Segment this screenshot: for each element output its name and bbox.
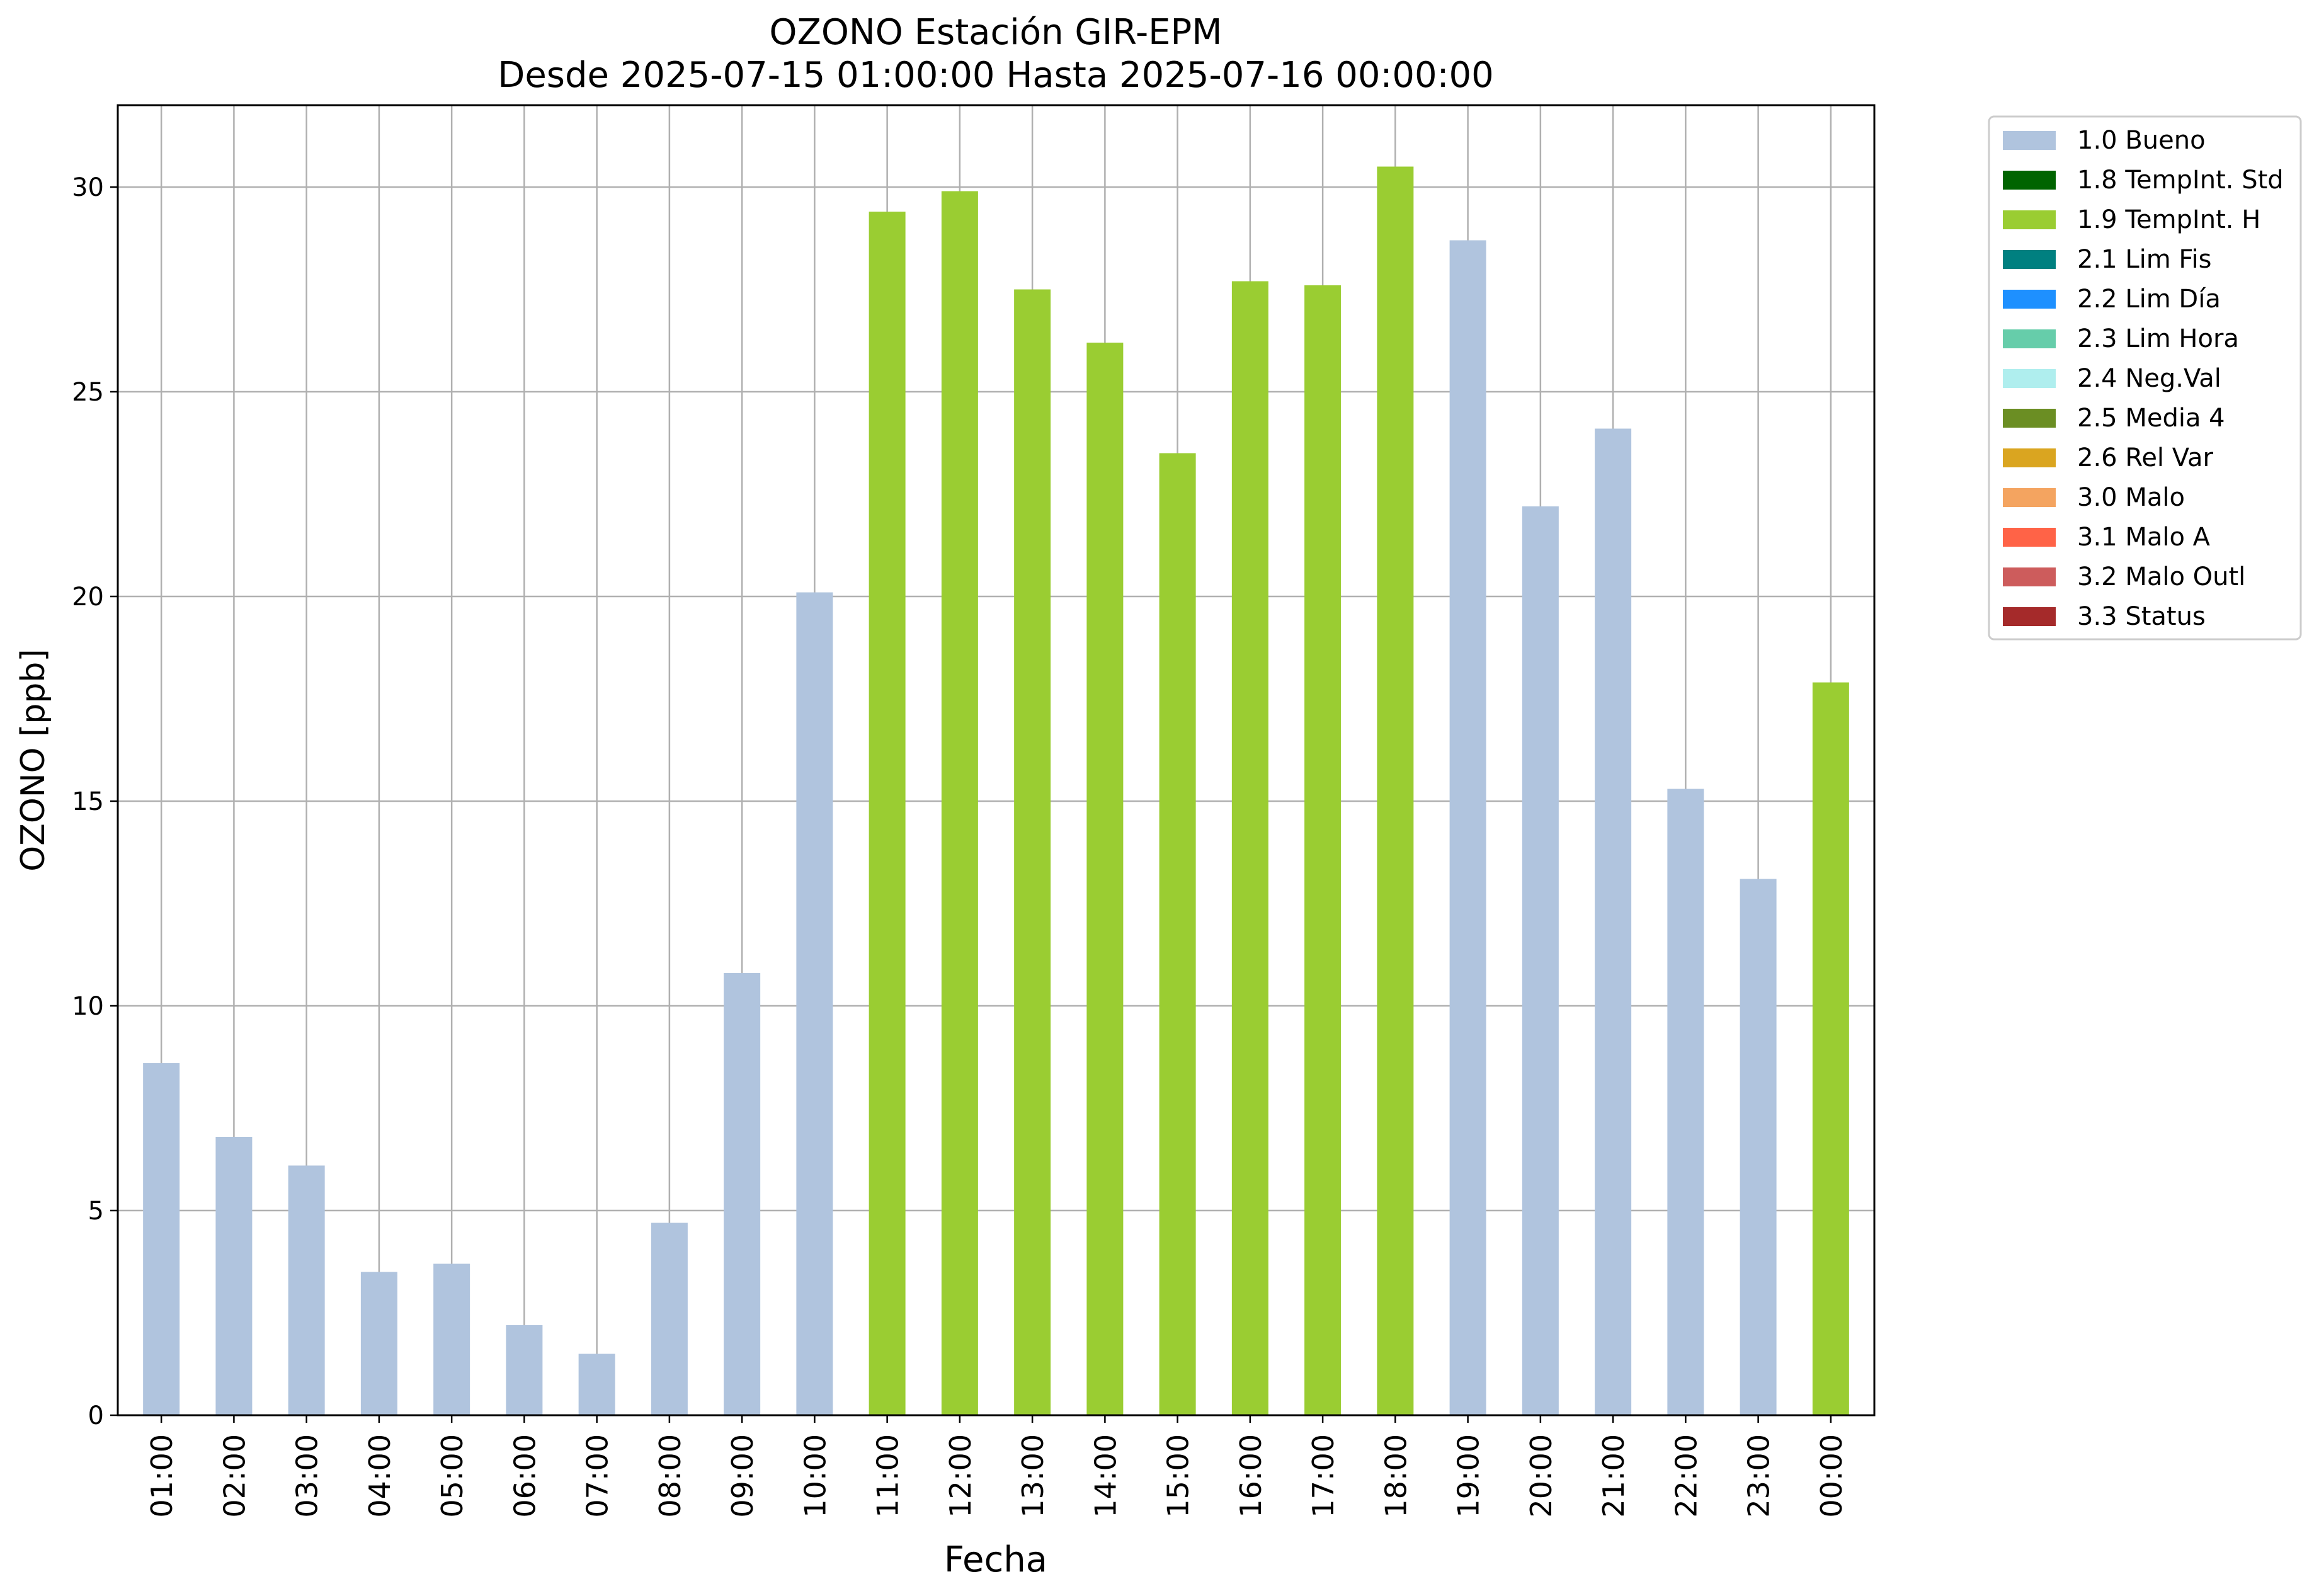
legend-swatch: [2003, 131, 2056, 150]
legend-swatch: [2003, 567, 2056, 586]
legend-swatch: [2003, 171, 2056, 190]
x-tick-label: 08:00: [653, 1434, 687, 1518]
x-tick-label: 14:00: [1088, 1434, 1122, 1518]
x-tick-label: 19:00: [1452, 1434, 1486, 1518]
x-tick-label: 09:00: [726, 1434, 760, 1518]
x-tick-label: 05:00: [435, 1434, 469, 1518]
x-tick-label: 20:00: [1524, 1434, 1558, 1518]
x-tick-label: 16:00: [1234, 1434, 1268, 1518]
x-tick-label: 01:00: [145, 1434, 179, 1518]
legend-swatch: [2003, 369, 2056, 388]
bar-0200: [215, 1137, 253, 1415]
x-tick-label: 00:00: [1815, 1434, 1849, 1518]
bar-0700: [578, 1354, 615, 1415]
bar-0400: [360, 1272, 397, 1415]
x-tick-label: 06:00: [508, 1434, 542, 1518]
y-tick-label: 5: [88, 1197, 104, 1226]
x-tick-label: 07:00: [581, 1434, 615, 1518]
x-tick-label: 17:00: [1306, 1434, 1340, 1518]
bar-0500: [433, 1263, 470, 1415]
x-axis-ticks: 01:00 02:00 03:00 04:00 05:00 06:00 07:00 08:00…: [145, 1415, 1849, 1518]
bar-1800: [1377, 166, 1414, 1415]
bar-0800: [651, 1223, 688, 1415]
chart-title: OZONO Estación GIR-EPM: [769, 12, 1222, 53]
bar-0900: [724, 973, 761, 1415]
bar-2000: [1522, 506, 1559, 1415]
bar-1700: [1304, 285, 1342, 1415]
bar-1100: [869, 212, 906, 1415]
legend-label: 2.1 Lim Fis: [2077, 245, 2211, 274]
x-tick-label: 11:00: [871, 1434, 905, 1518]
bar-2300: [1740, 879, 1777, 1415]
y-tick-label: 15: [72, 787, 104, 816]
bar-1400: [1086, 343, 1124, 1415]
x-tick-label: 12:00: [943, 1434, 977, 1518]
legend-label: 3.1 Malo A: [2077, 523, 2211, 552]
bar-2100: [1595, 428, 1632, 1415]
legend-label: 2.5 Media 4: [2077, 404, 2225, 433]
bar-0100: [143, 1063, 180, 1415]
x-tick-label: 04:00: [363, 1434, 397, 1518]
legend-swatch: [2003, 607, 2056, 626]
y-tick-label: 25: [72, 378, 104, 407]
legend-label: 2.3 Lim Hora: [2077, 324, 2239, 353]
legend-label: 3.0 Malo: [2077, 483, 2185, 512]
legend-label: 1.9 TempInt. H: [2077, 205, 2260, 234]
legend-frame: [1988, 115, 2302, 641]
legend-swatch: [2003, 250, 2056, 269]
legend-label: 2.2 Lim Día: [2077, 285, 2221, 314]
legend-swatch: [2003, 329, 2056, 348]
x-tick-label: 18:00: [1379, 1434, 1413, 1518]
legend-label: 2.6 Rel Var: [2077, 443, 2214, 472]
y-tick-label: 30: [72, 173, 104, 202]
legend-label: 1.0 Bueno: [2077, 126, 2206, 155]
bar-1200: [941, 191, 978, 1415]
x-tick-label: 02:00: [217, 1434, 251, 1518]
bar-0000: [1812, 682, 1849, 1415]
bar-1000: [796, 592, 833, 1415]
legend-swatch: [2003, 290, 2056, 309]
y-tick-label: 20: [72, 583, 104, 612]
bar-1900: [1449, 240, 1486, 1415]
y-axis-label: OZONO [ppb]: [14, 649, 52, 871]
chart-subtitle: Desde 2025-07-15 01:00:00 Hasta 2025-07-…: [498, 55, 1494, 96]
y-tick-label: 0: [88, 1401, 104, 1430]
bars: [143, 166, 1849, 1415]
y-tick-label: 10: [72, 992, 104, 1021]
y-axis-ticks: 0 5 10 15 20 25 30: [72, 173, 118, 1430]
legend-swatch: [2003, 210, 2056, 229]
x-tick-label: 13:00: [1016, 1434, 1050, 1518]
legend-label: 1.8 TempInt. Std: [2077, 166, 2284, 195]
legend-label: 2.4 Neg.Val: [2077, 364, 2221, 393]
legend-label: 3.2 Malo Outl: [2077, 562, 2245, 591]
legend-swatch: [2003, 409, 2056, 428]
legend-swatch: [2003, 448, 2056, 467]
bar-1500: [1159, 453, 1196, 1415]
x-tick-label: 15:00: [1161, 1434, 1195, 1518]
x-axis-label: Fecha: [944, 1539, 1047, 1580]
x-tick-label: 10:00: [798, 1434, 832, 1518]
legend-swatch: [2003, 528, 2056, 547]
legend-label: 3.3 Status: [2077, 602, 2206, 631]
plot-frame: [117, 104, 1876, 1416]
bar-1600: [1231, 281, 1268, 1415]
x-tick-label: 03:00: [290, 1434, 324, 1518]
legend-swatch: [2003, 488, 2056, 507]
x-tick-label: 22:00: [1669, 1434, 1703, 1518]
x-tick-label: 21:00: [1597, 1434, 1631, 1518]
bar-0600: [506, 1325, 543, 1415]
x-tick-label: 23:00: [1742, 1434, 1776, 1518]
bar-1300: [1014, 289, 1051, 1415]
bar-2200: [1667, 789, 1704, 1415]
legend: 1.0 Bueno 1.8 TempInt. Std 1.9 TempInt. H 2…: [1988, 115, 2302, 641]
bar-0300: [288, 1165, 325, 1415]
